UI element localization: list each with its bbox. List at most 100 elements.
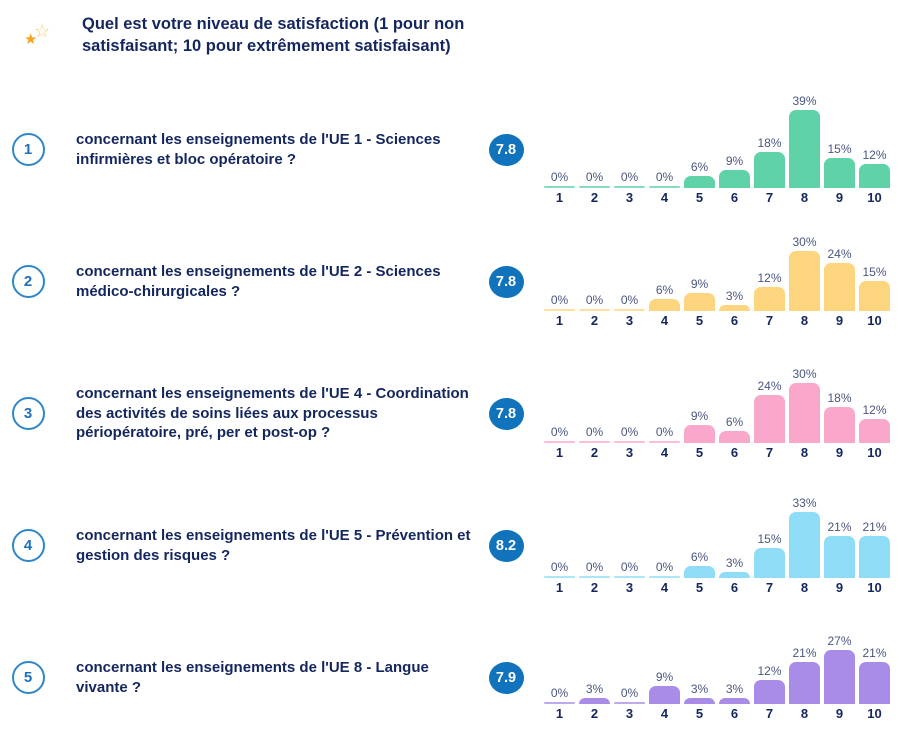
bar [789, 662, 820, 705]
bar-chart: 0% 1 0% 2 0% 3 0% 4 9% 5 6% 6 24% 7 30% 8 18% 9 12% 10 [544, 367, 890, 460]
bar-value-label: 6% [690, 160, 709, 175]
x-axis-tick-label: 3 [625, 313, 634, 329]
bar-value-label: 0% [620, 293, 639, 308]
bar-value-label: 30% [792, 367, 817, 382]
bar-value-label: 12% [862, 403, 887, 418]
bar [719, 698, 750, 705]
bar-column: 0% 2 [579, 170, 610, 205]
score-badge-wrap: 7.8 [474, 397, 538, 430]
question-number: 1 [23, 141, 33, 159]
question-number: 5 [23, 669, 33, 687]
x-axis-tick-label: 3 [625, 190, 634, 206]
x-axis-tick-label: 5 [695, 445, 704, 461]
score-badge: 8.2 [488, 529, 524, 562]
x-axis-tick-label: 10 [867, 445, 882, 461]
x-axis-tick-label: 7 [765, 445, 774, 461]
bar-column: 3% 5 [684, 682, 715, 721]
bar-value-label: 0% [620, 170, 639, 185]
x-axis-tick-label: 6 [730, 706, 739, 722]
bar [719, 572, 750, 579]
x-axis-tick-label: 3 [625, 706, 634, 722]
bar-value-label: 0% [585, 293, 604, 308]
x-axis-tick-label: 9 [835, 445, 844, 461]
bar-column: 27% 9 [824, 634, 855, 721]
bar-column: 9% 4 [649, 670, 680, 721]
question-number-wrap: 5 [0, 661, 56, 695]
bar [544, 702, 575, 705]
question-number: 4 [23, 537, 33, 555]
x-axis-tick-label: 1 [555, 313, 564, 329]
bar-value-label: 0% [550, 293, 569, 308]
x-axis-tick-label: 6 [730, 445, 739, 461]
bar-column: 21% 10 [859, 646, 890, 721]
x-axis-tick-label: 4 [660, 313, 669, 329]
bar [684, 293, 715, 312]
question-number: 3 [23, 405, 33, 423]
bar [579, 309, 610, 312]
x-axis-tick-label: 1 [555, 190, 564, 206]
score-badge: 7.8 [488, 133, 524, 166]
bar [614, 309, 645, 312]
x-axis-tick-label: 4 [660, 706, 669, 722]
bar-column: 12% 10 [859, 403, 890, 460]
bar-column: 24% 9 [824, 247, 855, 328]
bar-column: 6% 4 [649, 283, 680, 328]
x-axis-tick-label: 6 [730, 580, 739, 596]
bar-value-label: 24% [827, 247, 852, 262]
bar-column: 9% 5 [684, 277, 715, 328]
score-badge: 7.8 [488, 265, 524, 298]
bar-value-label: 30% [792, 235, 817, 250]
bar [719, 305, 750, 312]
bar-value-label: 9% [655, 670, 674, 685]
bar-value-label: 3% [725, 289, 744, 304]
bar [719, 431, 750, 444]
x-axis-tick-label: 4 [660, 580, 669, 596]
bar [544, 441, 575, 444]
bar-value-label: 12% [862, 148, 887, 163]
bar-value-label: 3% [725, 682, 744, 697]
question-number-wrap: 1 [0, 133, 56, 167]
bar-column: 3% 6 [719, 682, 750, 721]
bar-value-label: 15% [757, 532, 782, 547]
bar-value-label: 6% [655, 283, 674, 298]
bar-column: 12% 10 [859, 148, 890, 205]
bar [614, 576, 645, 579]
question-text: concernant les enseignements de l'UE 5 -… [76, 527, 471, 564]
x-axis-tick-label: 10 [867, 313, 882, 329]
x-axis-tick-label: 7 [765, 580, 774, 596]
bar-value-label: 3% [585, 682, 604, 697]
x-axis-tick-label: 2 [590, 445, 599, 461]
bar [649, 441, 680, 444]
bar-column: 21% 8 [789, 646, 820, 721]
x-axis-tick-label: 9 [835, 190, 844, 206]
bar [579, 441, 610, 444]
bar-column: 0% 1 [544, 170, 575, 205]
x-axis-tick-label: 3 [625, 580, 634, 596]
bar-value-label: 6% [725, 415, 744, 430]
bar [824, 536, 855, 579]
page-header: ★ ☆ Quel est votre niveau de satisfactio… [0, 0, 898, 58]
bar-value-label: 18% [827, 391, 852, 406]
score-badge-wrap: 7.8 [474, 133, 538, 166]
bar-value-label: 39% [792, 94, 817, 109]
bar-column: 39% 8 [789, 94, 820, 205]
bar [614, 702, 645, 705]
x-axis-tick-label: 8 [800, 580, 809, 596]
bar [789, 110, 820, 189]
bar-column: 3% 6 [719, 556, 750, 595]
bar [684, 566, 715, 579]
x-axis-tick-label: 2 [590, 580, 599, 596]
x-axis-tick-label: 6 [730, 190, 739, 206]
x-axis-tick-label: 8 [800, 445, 809, 461]
bar-value-label: 21% [862, 520, 887, 535]
bar [684, 176, 715, 189]
star-filled-icon: ★ [24, 31, 38, 48]
x-axis-tick-label: 4 [660, 190, 669, 206]
question-text: concernant les enseignements de l'UE 8 -… [76, 659, 429, 696]
bar-column: 0% 1 [544, 686, 575, 721]
bar-value-label: 0% [585, 560, 604, 575]
bar-column: 24% 7 [754, 379, 785, 460]
page-title: Quel est votre niveau de satisfaction (1… [82, 15, 465, 55]
bar [824, 407, 855, 444]
bar-column: 0% 1 [544, 425, 575, 460]
